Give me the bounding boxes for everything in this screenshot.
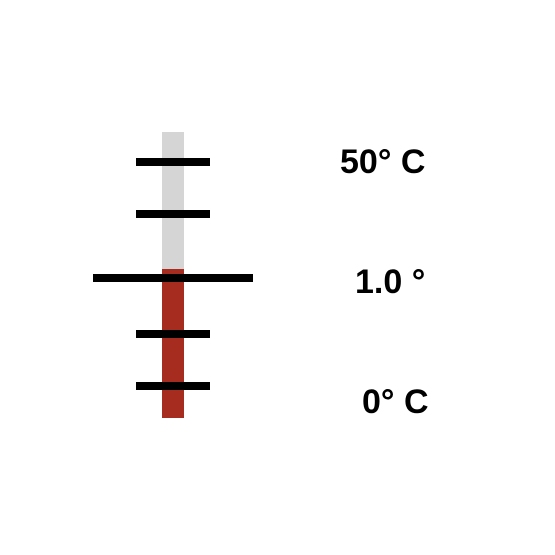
scale-tick	[93, 274, 253, 282]
scale-tick	[136, 330, 210, 338]
thermometer-fill	[162, 269, 184, 418]
label-current: 1.0 °	[355, 263, 425, 302]
label-min: 0° C	[362, 383, 429, 422]
scale-tick	[136, 158, 210, 166]
label-max: 50° C	[340, 143, 425, 182]
scale-tick	[136, 382, 210, 390]
scale-tick	[136, 210, 210, 218]
thermometer-diagram: 50° C 1.0 ° 0° C	[0, 0, 555, 555]
